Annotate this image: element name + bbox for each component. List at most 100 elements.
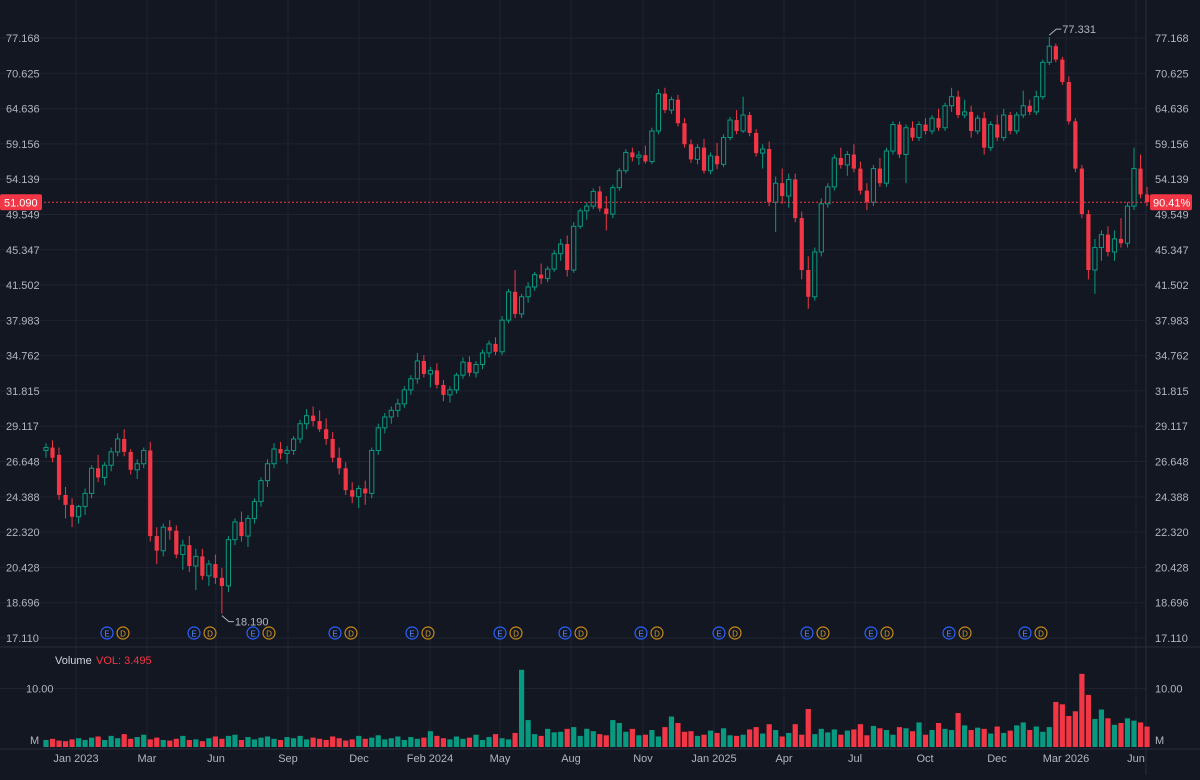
volume-bar[interactable]: [642, 734, 648, 747]
volume-bar[interactable]: [89, 737, 95, 747]
candle-body[interactable]: [493, 343, 498, 352]
candle-body[interactable]: [962, 111, 968, 116]
volume-bar[interactable]: [1092, 718, 1098, 747]
candle-body[interactable]: [707, 155, 714, 172]
candle-body[interactable]: [395, 403, 401, 411]
volume-bar[interactable]: [245, 737, 251, 747]
candle-body[interactable]: [63, 494, 68, 505]
volume-bar[interactable]: [219, 738, 225, 747]
candle-body[interactable]: [1001, 114, 1007, 139]
candle-body[interactable]: [382, 416, 388, 429]
volume-bar[interactable]: [720, 728, 727, 747]
candle-body[interactable]: [356, 488, 362, 498]
candle-body[interactable]: [1033, 96, 1039, 113]
earnings-icon[interactable]: [558, 626, 572, 640]
candle-body[interactable]: [844, 153, 850, 166]
volume-bar[interactable]: [753, 727, 759, 747]
volume-bar[interactable]: [212, 736, 218, 747]
right-price-axis[interactable]: 17.110 18.696 20.428 22.320 24.388 26.648 29.1…: [1155, 33, 1189, 645]
volume-bar[interactable]: [264, 736, 271, 747]
dividend-icon[interactable]: [574, 626, 588, 640]
dividend-icon[interactable]: [728, 626, 742, 640]
earnings-icon[interactable]: [712, 626, 726, 640]
candle-body[interactable]: [525, 286, 531, 298]
candle-body[interactable]: [929, 117, 935, 132]
volume-bar[interactable]: [1027, 730, 1033, 747]
candle-body[interactable]: [447, 389, 453, 396]
candle-body[interactable]: [115, 438, 121, 453]
candle-body[interactable]: [467, 362, 472, 373]
earnings-icon[interactable]: [493, 626, 507, 640]
volume-bar[interactable]: [935, 723, 942, 747]
candle-body[interactable]: [225, 539, 232, 587]
candle-body[interactable]: [284, 449, 290, 454]
volume-bar[interactable]: [486, 737, 492, 747]
volume-bar[interactable]: [668, 716, 675, 747]
volume-bar[interactable]: [857, 724, 863, 747]
candle-body[interactable]: [258, 480, 264, 503]
candle-body[interactable]: [232, 521, 238, 541]
candle-body[interactable]: [69, 504, 75, 517]
volume-bar[interactable]: [831, 729, 837, 747]
volume-bar[interactable]: [505, 739, 512, 747]
candle-body[interactable]: [1066, 81, 1071, 122]
volume-bar[interactable]: [864, 735, 870, 747]
volume-bar[interactable]: [232, 734, 238, 747]
dividend-icon[interactable]: [262, 626, 276, 640]
candle-body[interactable]: [916, 124, 922, 139]
candle-body[interactable]: [714, 155, 720, 165]
dividend-icon[interactable]: [421, 626, 435, 640]
volume-bar[interactable]: [1040, 731, 1046, 747]
candle-body[interactable]: [108, 451, 114, 466]
candle-body[interactable]: [988, 124, 994, 149]
volume-bar[interactable]: [792, 724, 798, 747]
volume-bar[interactable]: [434, 735, 440, 747]
candle-body[interactable]: [780, 183, 785, 197]
candle-body[interactable]: [688, 144, 694, 160]
candle-body[interactable]: [180, 544, 186, 556]
earnings-icon[interactable]: [800, 626, 814, 640]
candle-body[interactable]: [363, 488, 368, 494]
candle-body[interactable]: [219, 577, 225, 586]
earnings-icon[interactable]: [942, 626, 956, 640]
candle-body[interactable]: [825, 186, 831, 205]
candle-body[interactable]: [942, 105, 948, 129]
dividend-icon[interactable]: [958, 626, 972, 640]
volume-bar[interactable]: [128, 738, 134, 747]
candle-body[interactable]: [187, 545, 192, 566]
volume-bar[interactable]: [1001, 732, 1007, 747]
earnings-icon[interactable]: [864, 626, 878, 640]
candle-body[interactable]: [193, 555, 199, 567]
volume-bar[interactable]: [1007, 730, 1013, 747]
candle-body[interactable]: [786, 178, 792, 197]
candle-body[interactable]: [154, 536, 159, 551]
time-axis[interactable]: Jan 2023 Mar Jun Sep Dec Feb 2024 May Aug Nov Jan…: [53, 753, 1145, 765]
volume-bar[interactable]: [825, 732, 831, 747]
volume-bar[interactable]: [870, 725, 877, 747]
volume-bar[interactable]: [740, 734, 746, 747]
dividend-icon[interactable]: [203, 626, 217, 640]
volume-bar[interactable]: [727, 735, 733, 747]
candle-body[interactable]: [122, 438, 127, 452]
candle-body[interactable]: [956, 96, 961, 116]
candle-body[interactable]: [50, 447, 55, 458]
candle-body[interactable]: [167, 527, 172, 531]
volume-bar[interactable]: [1033, 726, 1039, 747]
candle-body[interactable]: [1014, 114, 1020, 132]
volume-bar[interactable]: [1111, 724, 1118, 747]
candle-body[interactable]: [421, 360, 426, 374]
candle-body[interactable]: [505, 291, 512, 321]
candle-body[interactable]: [760, 148, 766, 154]
volume-bar[interactable]: [395, 736, 401, 747]
volume-bar[interactable]: [688, 731, 694, 747]
candle-body[interactable]: [1131, 168, 1137, 207]
volume-bar[interactable]: [375, 735, 381, 747]
volume-bar[interactable]: [681, 731, 688, 747]
candle-body[interactable]: [604, 208, 609, 215]
candle-body[interactable]: [551, 253, 557, 270]
volume-bar[interactable]: [147, 739, 153, 747]
